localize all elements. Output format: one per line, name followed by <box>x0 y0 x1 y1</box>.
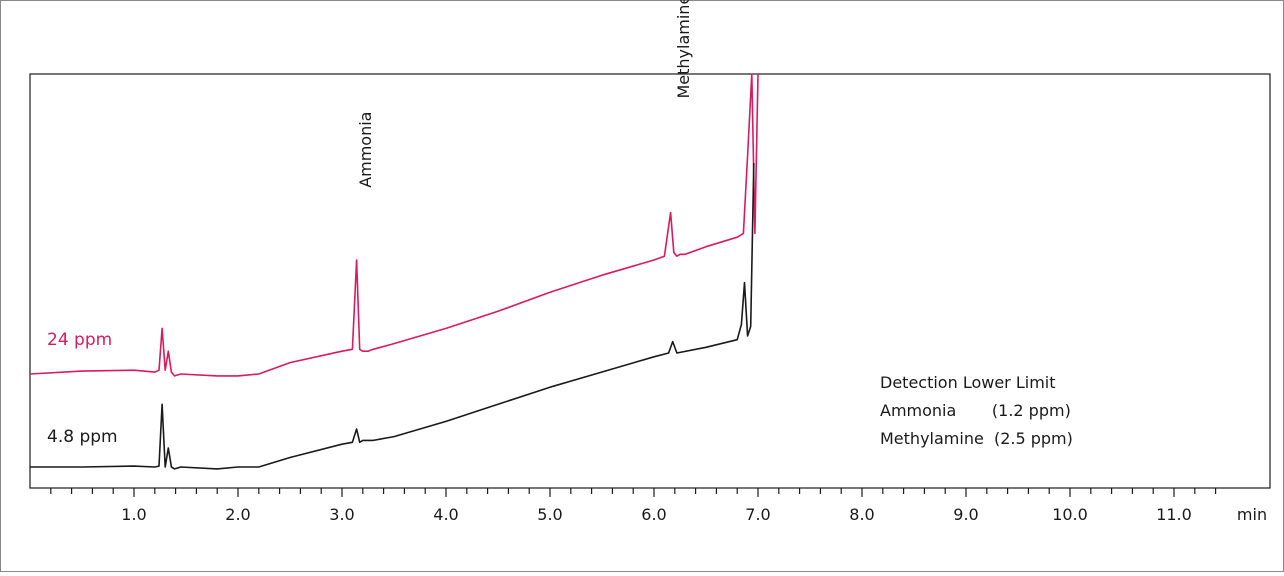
detection-limit-methylamine: Methylamine (2.5 ppm) <box>880 429 1073 448</box>
series-label-4-8ppm: 4.8 ppm <box>47 427 118 447</box>
x-tick-label: 3.0 <box>329 505 354 524</box>
series-layer <box>29 73 759 470</box>
x-axis-tick-labels: 1.0 2.0 3.0 4.0 5.0 6.0 7.0 8.0 9.0 10.0 11.0 <box>121 505 1192 524</box>
series-line-4-8ppm <box>30 162 755 470</box>
x-tick-label: 8.0 <box>849 505 874 524</box>
x-tick-label: 10.0 <box>1052 505 1088 524</box>
x-tick-label: 7.0 <box>745 505 770 524</box>
series-label-24ppm: 24 ppm <box>47 330 112 350</box>
detection-limit-title: Detection Lower Limit <box>880 373 1056 392</box>
x-axis-unit: min <box>1237 505 1267 524</box>
series-line-24ppm <box>29 73 759 377</box>
plot-frame <box>29 73 1271 489</box>
x-tick-label: 6.0 <box>641 505 666 524</box>
x-tick-label: 11.0 <box>1156 505 1192 524</box>
x-axis-ticks <box>50 488 1217 497</box>
x-tick-label: 4.0 <box>433 505 458 524</box>
peak-label-ammonia: Ammonia <box>356 112 375 188</box>
peak-label-methylamine: Methylamine <box>674 0 693 99</box>
x-tick-label: 2.0 <box>225 505 250 524</box>
x-tick-label: 9.0 <box>953 505 978 524</box>
x-tick-label: 5.0 <box>537 505 562 524</box>
x-tick-label: 1.0 <box>121 505 146 524</box>
peak-annotations: Ammonia Methylamine <box>356 0 693 188</box>
detection-limit-ammonia: Ammonia (1.2 ppm) <box>880 401 1071 420</box>
